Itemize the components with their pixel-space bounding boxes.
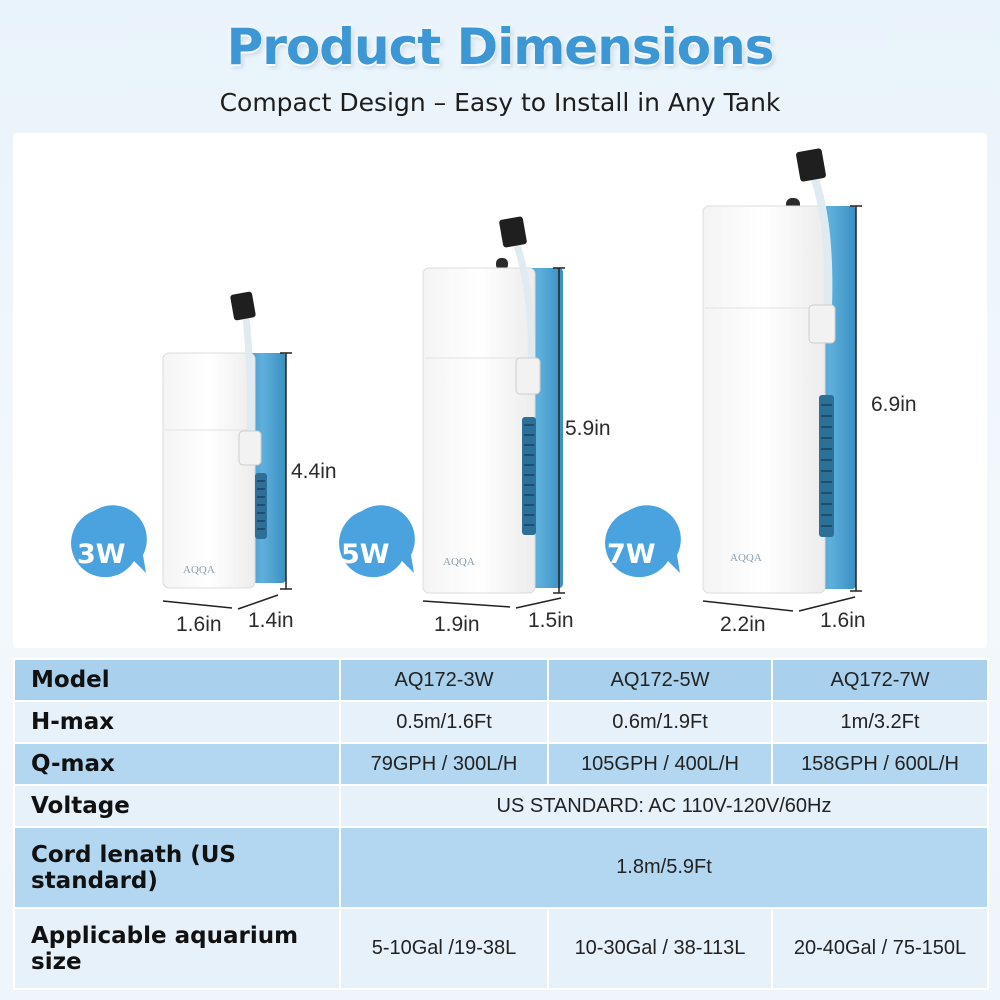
spec-label: Voltage [13, 784, 341, 828]
spec-row-voltage: Voltage US STANDARD: AC 110V-120V/60Hz [13, 784, 989, 828]
page-subtitle: Compact Design – Easy to Install in Any … [219, 88, 781, 117]
spec-value: 105GPH / 400L/H [547, 742, 773, 786]
brand-logo: AQQA [183, 564, 215, 576]
badge-3w-label: 3W [77, 539, 126, 570]
spec-label: Model [13, 658, 341, 702]
spec-row-model: Model AQ172-3W AQ172-5W AQ172-7W [13, 658, 989, 702]
spec-value: 0.5m/1.6Ft [339, 700, 549, 744]
spec-row-aquarium: Applicable aquarium size 5-10Gal /19-38L… [13, 907, 989, 990]
page-title: Product Dimensions [226, 18, 775, 76]
spec-value: 1m/3.2Ft [771, 700, 989, 744]
height-5w: 5.9in [565, 417, 611, 440]
brand-logo: AQQA [730, 552, 762, 564]
depth-5w: 1.5in [528, 609, 574, 632]
spec-table: Model AQ172-3W AQ172-5W AQ172-7W H-max 0… [13, 658, 989, 990]
spec-value: 20-40Gal / 75-150L [771, 907, 989, 990]
height-7w: 6.9in [871, 393, 917, 416]
spec-value: 5-10Gal /19-38L [339, 907, 549, 990]
spec-row-cord: Cord lenath (US standard) 1.8m/5.9Ft [13, 826, 989, 909]
badge-5w: 5W [339, 505, 415, 578]
badge-7w-label: 7W [607, 539, 656, 570]
badge-5w-label: 5W [341, 539, 390, 570]
spec-row-qmax: Q-max 79GPH / 300L/H 105GPH / 400L/H 158… [13, 742, 989, 786]
depth-7w: 1.6in [820, 609, 866, 632]
spec-value: AQ172-5W [547, 658, 773, 702]
spec-value: 158GPH / 600L/H [771, 742, 989, 786]
spec-label: H-max [13, 700, 341, 744]
spec-row-hmax: H-max 0.5m/1.6Ft 0.6m/1.9Ft 1m/3.2Ft [13, 700, 989, 744]
width-5w: 1.9in [434, 613, 480, 636]
width-7w: 2.2in [720, 613, 766, 636]
spec-value: 10-30Gal / 38-113L [547, 907, 773, 990]
pump-3w: AQQA [162, 291, 286, 589]
spec-value: US STANDARD: AC 110V-120V/60Hz [339, 784, 989, 828]
badge-7w: 7W [605, 505, 681, 578]
width-3w: 1.6in [176, 613, 222, 636]
badge-3w: 3W [71, 505, 147, 578]
spec-label: Applicable aquarium size [13, 907, 341, 990]
height-3w: 4.4in [291, 460, 337, 483]
spec-value: 79GPH / 300L/H [339, 742, 549, 786]
spec-label: Q-max [13, 742, 341, 786]
spec-value: 1.8m/5.9Ft [339, 826, 989, 909]
brand-logo: AQQA [443, 556, 475, 568]
spec-label: Cord lenath (US standard) [13, 826, 341, 909]
spec-value: 0.6m/1.9Ft [547, 700, 773, 744]
product-illustration: AQQA AQQA [71, 148, 862, 612]
pump-5w: AQQA [422, 216, 563, 594]
product-stage: AQQA AQQA [13, 133, 987, 648]
pump-7w: AQQA [702, 148, 856, 594]
spec-value: AQ172-3W [339, 658, 549, 702]
spec-value: AQ172-7W [771, 658, 989, 702]
dimension-lines [162, 205, 862, 612]
depth-3w: 1.4in [248, 609, 294, 632]
